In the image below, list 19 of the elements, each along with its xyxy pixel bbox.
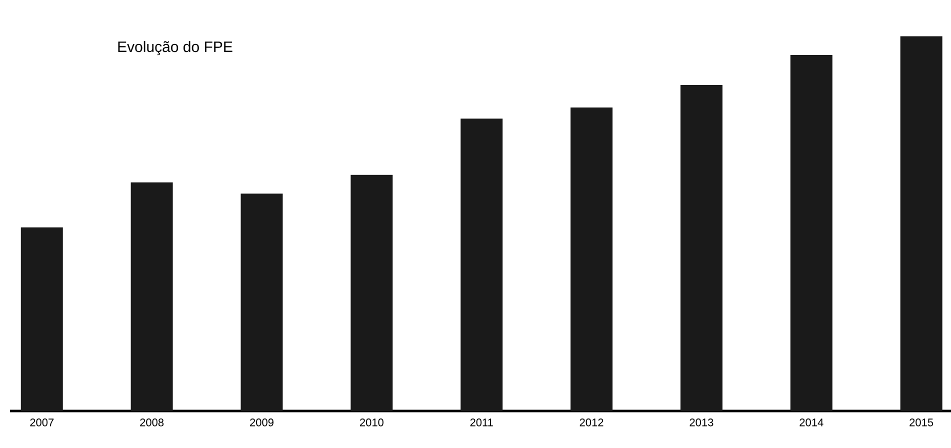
bar [20,227,63,411]
chart-title: Evolução do FPE [118,41,232,56]
x-tick-label: 2010 [360,418,384,426]
x-tick-label: 2014 [800,418,824,426]
bar [460,118,503,411]
bar [350,174,393,411]
x-tick-label: 2012 [580,418,604,426]
bar [680,84,722,411]
bar [900,36,942,411]
x-tick-label: 2009 [250,418,274,426]
x-tick-label: 2007 [30,418,54,426]
x-tick-label: 2015 [910,418,934,426]
x-tick-label: 2013 [690,418,714,426]
x-tick-label: 2011 [470,418,493,426]
x-tick-label: 2008 [140,418,164,426]
bar [240,194,283,411]
bar [790,54,832,411]
bar [570,107,613,411]
bar [130,182,173,411]
